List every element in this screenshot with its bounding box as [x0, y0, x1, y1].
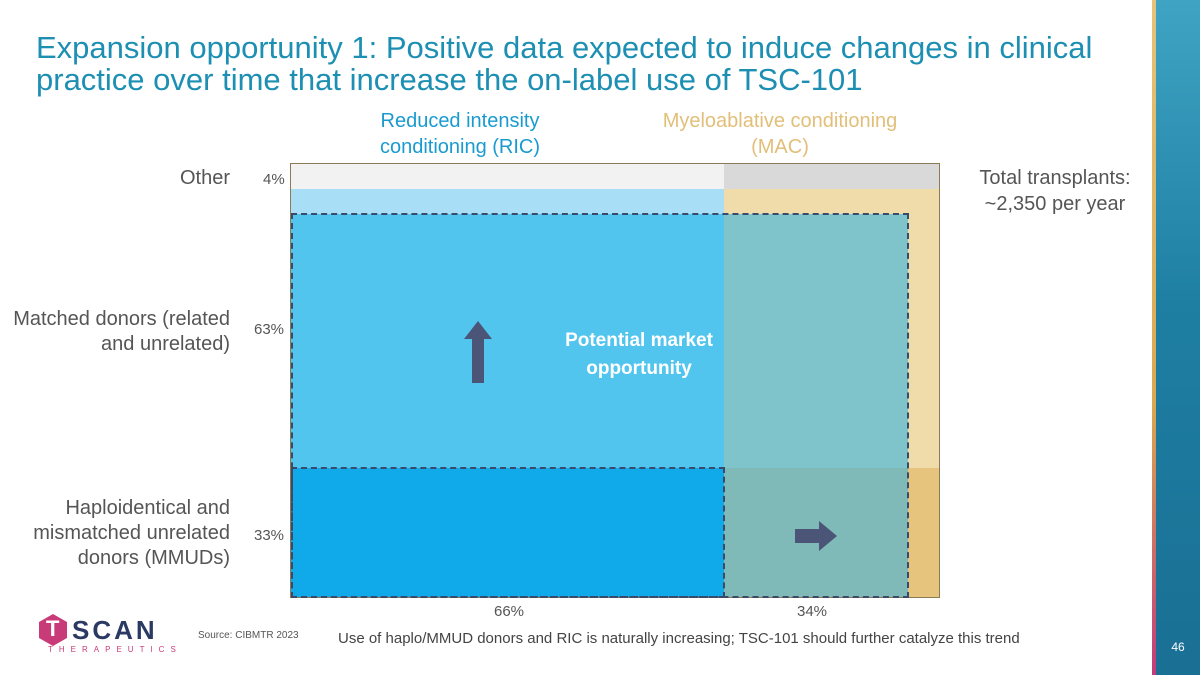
row-label-haplo: Haploidentical and mismatched unrelated …	[33, 497, 230, 569]
slide-title: Expansion opportunity 1: Positive data e…	[36, 30, 1093, 97]
pct-other: 4%	[263, 171, 285, 188]
side-bar	[1156, 0, 1200, 675]
tscan-logo: T SCAN THERAPEUTICS	[36, 613, 176, 657]
pct-matched: 63%	[254, 321, 285, 338]
ric-column-header: Reduced intensity conditioning (RIC)	[379, 110, 541, 158]
total-line-1: Total transplants:	[979, 167, 1131, 189]
logo-subtitle: THERAPEUTICS	[48, 645, 182, 654]
market-overlay-ric-matched	[291, 214, 724, 468]
logo-mark: T	[46, 616, 60, 641]
side-accent-stripe	[1152, 0, 1156, 675]
pct-haplo: 33%	[254, 527, 285, 544]
row-label-other: Other	[179, 167, 230, 189]
cell-ric-other	[291, 164, 724, 189]
source-note: Source: CIBMTR 2023	[198, 630, 299, 641]
footnote: Use of haplo/MMUD donors and RIC is natu…	[338, 630, 1020, 647]
logo-hexagon-icon	[39, 614, 67, 646]
market-opportunity-label: Potential market opportunity	[565, 330, 713, 379]
market-overlay-mac-matched	[724, 214, 908, 468]
haplo-ric-dashed-outline	[291, 467, 725, 598]
ric-share-label: 66%	[494, 603, 525, 620]
mac-column-header: Myeloablative conditioning (MAC)	[662, 110, 898, 158]
cell-ric-haplo	[291, 468, 724, 597]
total-transplants: Total transplants: ~2,350 per year	[960, 165, 1150, 217]
row-label-matched: Matched donors (related and unrelated)	[13, 308, 230, 355]
logo-name: SCAN	[72, 615, 158, 645]
total-line-2: ~2,350 per year	[984, 193, 1126, 215]
cell-mac-other	[724, 164, 939, 189]
up-arrow-icon	[464, 321, 492, 383]
right-arrow-icon	[795, 521, 837, 551]
mac-share-label: 34%	[797, 603, 828, 620]
page-number: 46	[1171, 640, 1185, 654]
